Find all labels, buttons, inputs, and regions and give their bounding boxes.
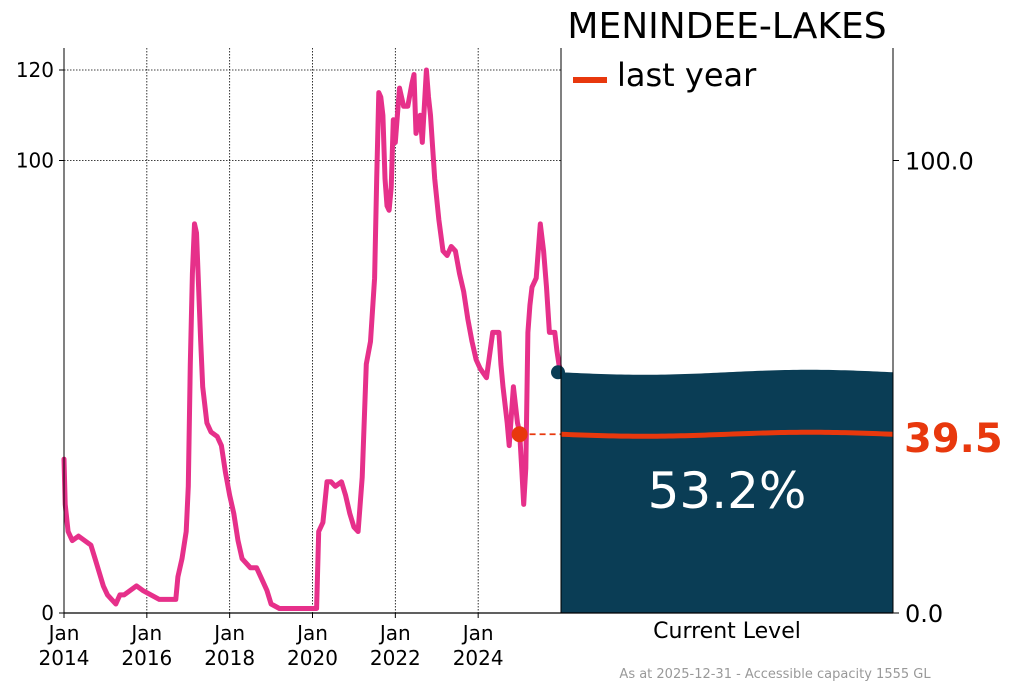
- xtick-year-2020: 2020: [287, 646, 338, 670]
- xtick-year-2024: 2024: [453, 646, 504, 670]
- current-level-percent: 53.2%: [648, 462, 807, 520]
- xtick-year-2016: 2016: [121, 646, 172, 670]
- last-year-level-line: [560, 429, 894, 439]
- ytick-label-left-120: 120: [16, 58, 54, 82]
- last-year-marker: [511, 426, 528, 443]
- last-year-value-label: 39.5: [904, 416, 1003, 462]
- footer-note: As at 2025-12-31 - Accessible capacity 1…: [619, 667, 931, 682]
- ytick-label-right-0.0: 0.0: [905, 600, 943, 628]
- xtick-year-2022: 2022: [370, 646, 421, 670]
- current-level-marker: [551, 365, 565, 380]
- xtick-month-2018: Jan: [212, 621, 245, 645]
- legend-label-last-year: last year: [617, 56, 757, 94]
- xtick-year-2018: 2018: [204, 646, 255, 670]
- ytick-label-left-100: 100: [16, 149, 54, 173]
- history-series: [61, 67, 565, 611]
- tick-labels: 01001200.0100.0Jan2014Jan2016Jan2018Jan2…: [16, 58, 974, 670]
- ytick-label-right-100.0: 100.0: [905, 148, 974, 176]
- grid-lines: [63, 48, 561, 613]
- gauge-label: Current Level: [653, 619, 801, 644]
- series-line-0: [61, 67, 564, 611]
- xtick-month-2022: Jan: [378, 621, 411, 645]
- xtick-month-2014: Jan: [47, 621, 80, 645]
- ytick-label-left-0: 0: [41, 601, 54, 625]
- xtick-month-2020: Jan: [295, 621, 328, 645]
- xtick-month-2024: Jan: [461, 621, 494, 645]
- chart-title: MENINDEE-LAKES: [567, 6, 886, 47]
- legend: last year: [573, 56, 757, 94]
- current-level-gauge: [560, 369, 894, 613]
- axes: [63, 48, 894, 614]
- xtick-month-2016: Jan: [129, 621, 162, 645]
- xtick-year-2014: 2014: [39, 646, 90, 670]
